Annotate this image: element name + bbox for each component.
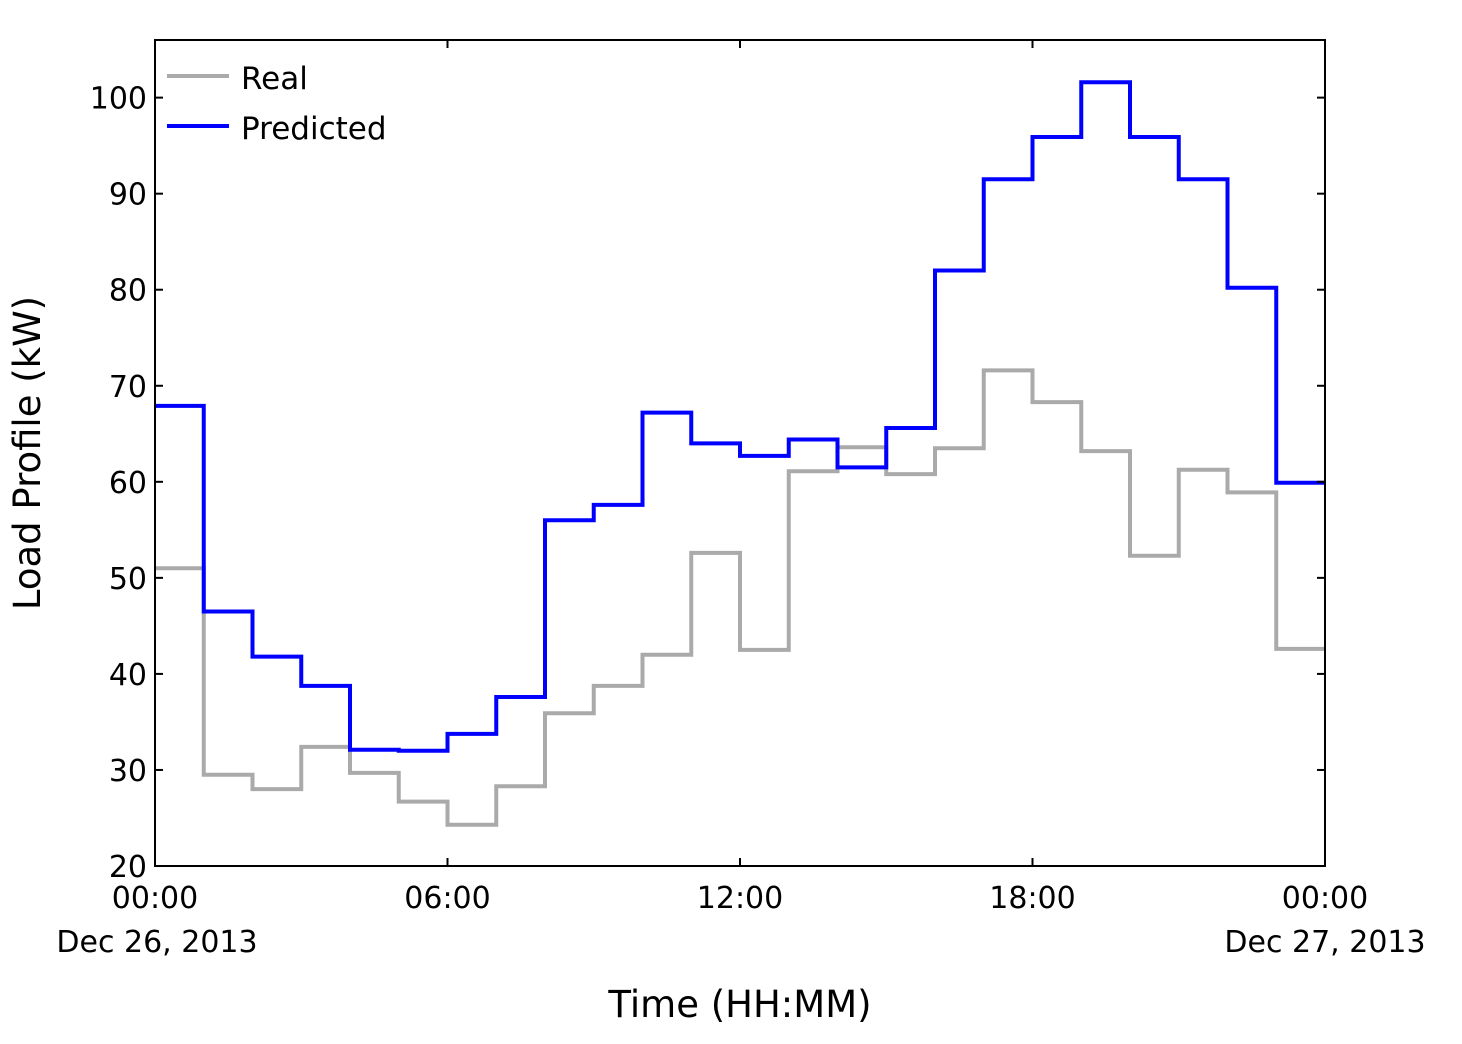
- series-line-predicted: [155, 80, 1325, 753]
- series-line-real: [155, 368, 1325, 827]
- x-tick-label: 12:00: [697, 881, 783, 916]
- y-tick-label: 20: [109, 850, 147, 885]
- y-tick-label: 30: [109, 754, 147, 789]
- y-tick-label: 80: [109, 274, 147, 309]
- legend-label-predicted: Predicted: [241, 111, 387, 147]
- x-axis-label: Time (HH:MM): [607, 983, 871, 1026]
- y-tick-label: 50: [109, 562, 147, 597]
- y-tick-label: 70: [109, 370, 147, 405]
- x-tick-label: 00:00: [1282, 881, 1368, 916]
- y-axis-label: Load Profile (kW): [6, 296, 49, 610]
- series-layer: [155, 80, 1325, 827]
- y-tick-label: 90: [109, 178, 147, 213]
- y-tick-label: 100: [90, 82, 147, 117]
- x-tick-date-label: Dec 27, 2013: [1224, 925, 1425, 960]
- x-tick-date-label: Dec 26, 2013: [56, 925, 257, 960]
- x-tick-label: 18:00: [989, 881, 1075, 916]
- ticks-layer: 20 30 40 50 60 70 80 90 100 00:00 Dec 26, 2013 06:0…: [56, 40, 1426, 960]
- y-tick-label: 60: [109, 466, 147, 501]
- x-tick-label: 00:00: [112, 881, 198, 916]
- legend-label-real: Real: [241, 61, 308, 97]
- x-tick-label: 06:00: [404, 881, 490, 916]
- y-tick-label: 40: [109, 658, 147, 693]
- legend: Real Predicted: [167, 61, 387, 147]
